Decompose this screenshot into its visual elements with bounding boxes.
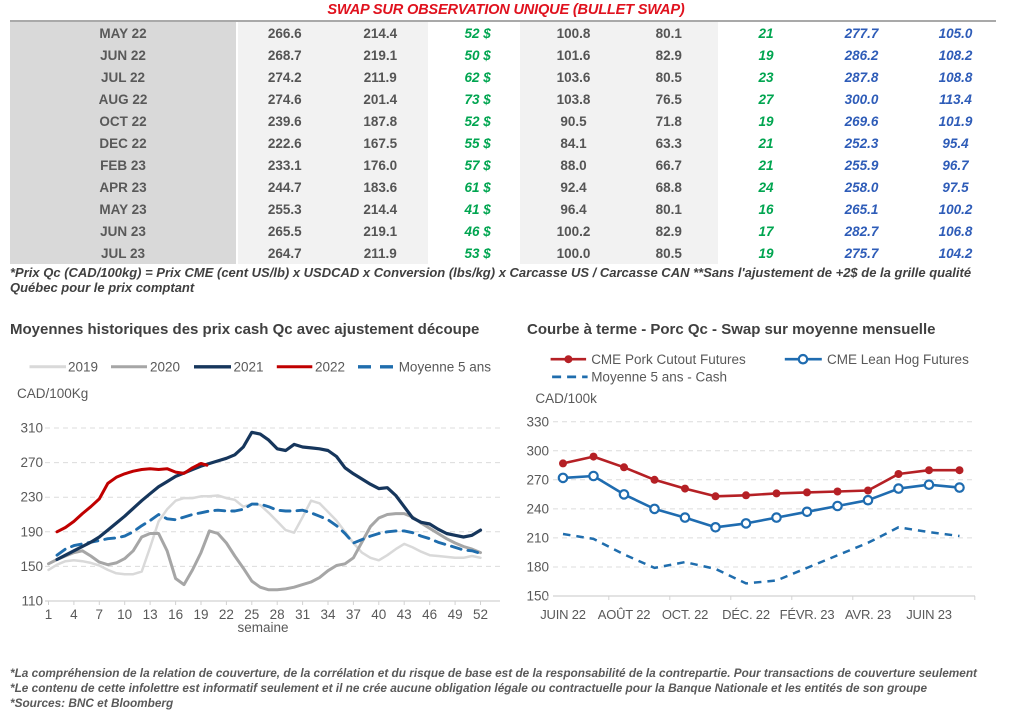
svg-text:19: 19	[193, 607, 208, 622]
svg-text:150: 150	[20, 559, 43, 574]
svg-text:40: 40	[371, 607, 386, 622]
svg-text:49: 49	[448, 607, 463, 622]
svg-text:DÉC. 22: DÉC. 22	[722, 607, 770, 622]
svg-text:22: 22	[219, 607, 234, 622]
svg-text:240: 240	[526, 501, 549, 516]
svg-text:190: 190	[20, 524, 43, 539]
svg-text:AVR. 23: AVR. 23	[845, 607, 891, 622]
svg-text:Moyenne 5 ans - Cash: Moyenne 5 ans - Cash	[591, 370, 727, 385]
svg-text:13: 13	[143, 607, 158, 622]
svg-text:Moyenne 5 ans: Moyenne 5 ans	[399, 360, 492, 375]
svg-text:230: 230	[20, 490, 43, 505]
svg-text:10: 10	[117, 607, 132, 622]
svg-text:16: 16	[168, 607, 183, 622]
svg-text:JUIN 23: JUIN 23	[906, 607, 952, 622]
svg-text:2020: 2020	[150, 360, 180, 375]
svg-text:7: 7	[96, 607, 104, 622]
svg-text:310: 310	[20, 421, 43, 436]
svg-text:110: 110	[21, 594, 43, 609]
svg-text:1: 1	[45, 607, 53, 622]
svg-text:25: 25	[244, 607, 259, 622]
svg-text:270: 270	[20, 455, 43, 470]
svg-text:CAD/100Kg: CAD/100Kg	[17, 386, 88, 401]
svg-text:OCT. 22: OCT. 22	[662, 607, 708, 622]
svg-text:300: 300	[526, 443, 549, 458]
svg-text:28: 28	[270, 607, 285, 622]
svg-text:FÉVR. 23: FÉVR. 23	[780, 607, 835, 622]
svg-text:52: 52	[473, 607, 488, 622]
svg-text:2022: 2022	[315, 360, 345, 375]
svg-text:4: 4	[70, 607, 78, 622]
svg-text:CME Pork Cutout Futures: CME Pork Cutout Futures	[591, 352, 746, 367]
svg-text:37: 37	[346, 607, 361, 622]
svg-text:34: 34	[320, 607, 336, 622]
svg-text:JUIN 22: JUIN 22	[540, 607, 586, 622]
svg-text:2021: 2021	[234, 360, 264, 375]
svg-text:46: 46	[422, 607, 437, 622]
svg-text:330: 330	[526, 414, 549, 429]
svg-text:CME Lean Hog Futures: CME Lean Hog Futures	[827, 352, 969, 367]
svg-text:semaine: semaine	[237, 620, 288, 635]
svg-text:AOÛT 22: AOÛT 22	[598, 607, 651, 622]
svg-text:180: 180	[526, 560, 549, 575]
svg-text:31: 31	[295, 607, 310, 622]
svg-text:210: 210	[526, 530, 549, 545]
svg-text:2019: 2019	[68, 360, 98, 375]
svg-text:270: 270	[526, 472, 549, 487]
svg-text:CAD/100k: CAD/100k	[535, 391, 597, 406]
svg-text:43: 43	[397, 607, 412, 622]
svg-text:150: 150	[526, 589, 549, 604]
